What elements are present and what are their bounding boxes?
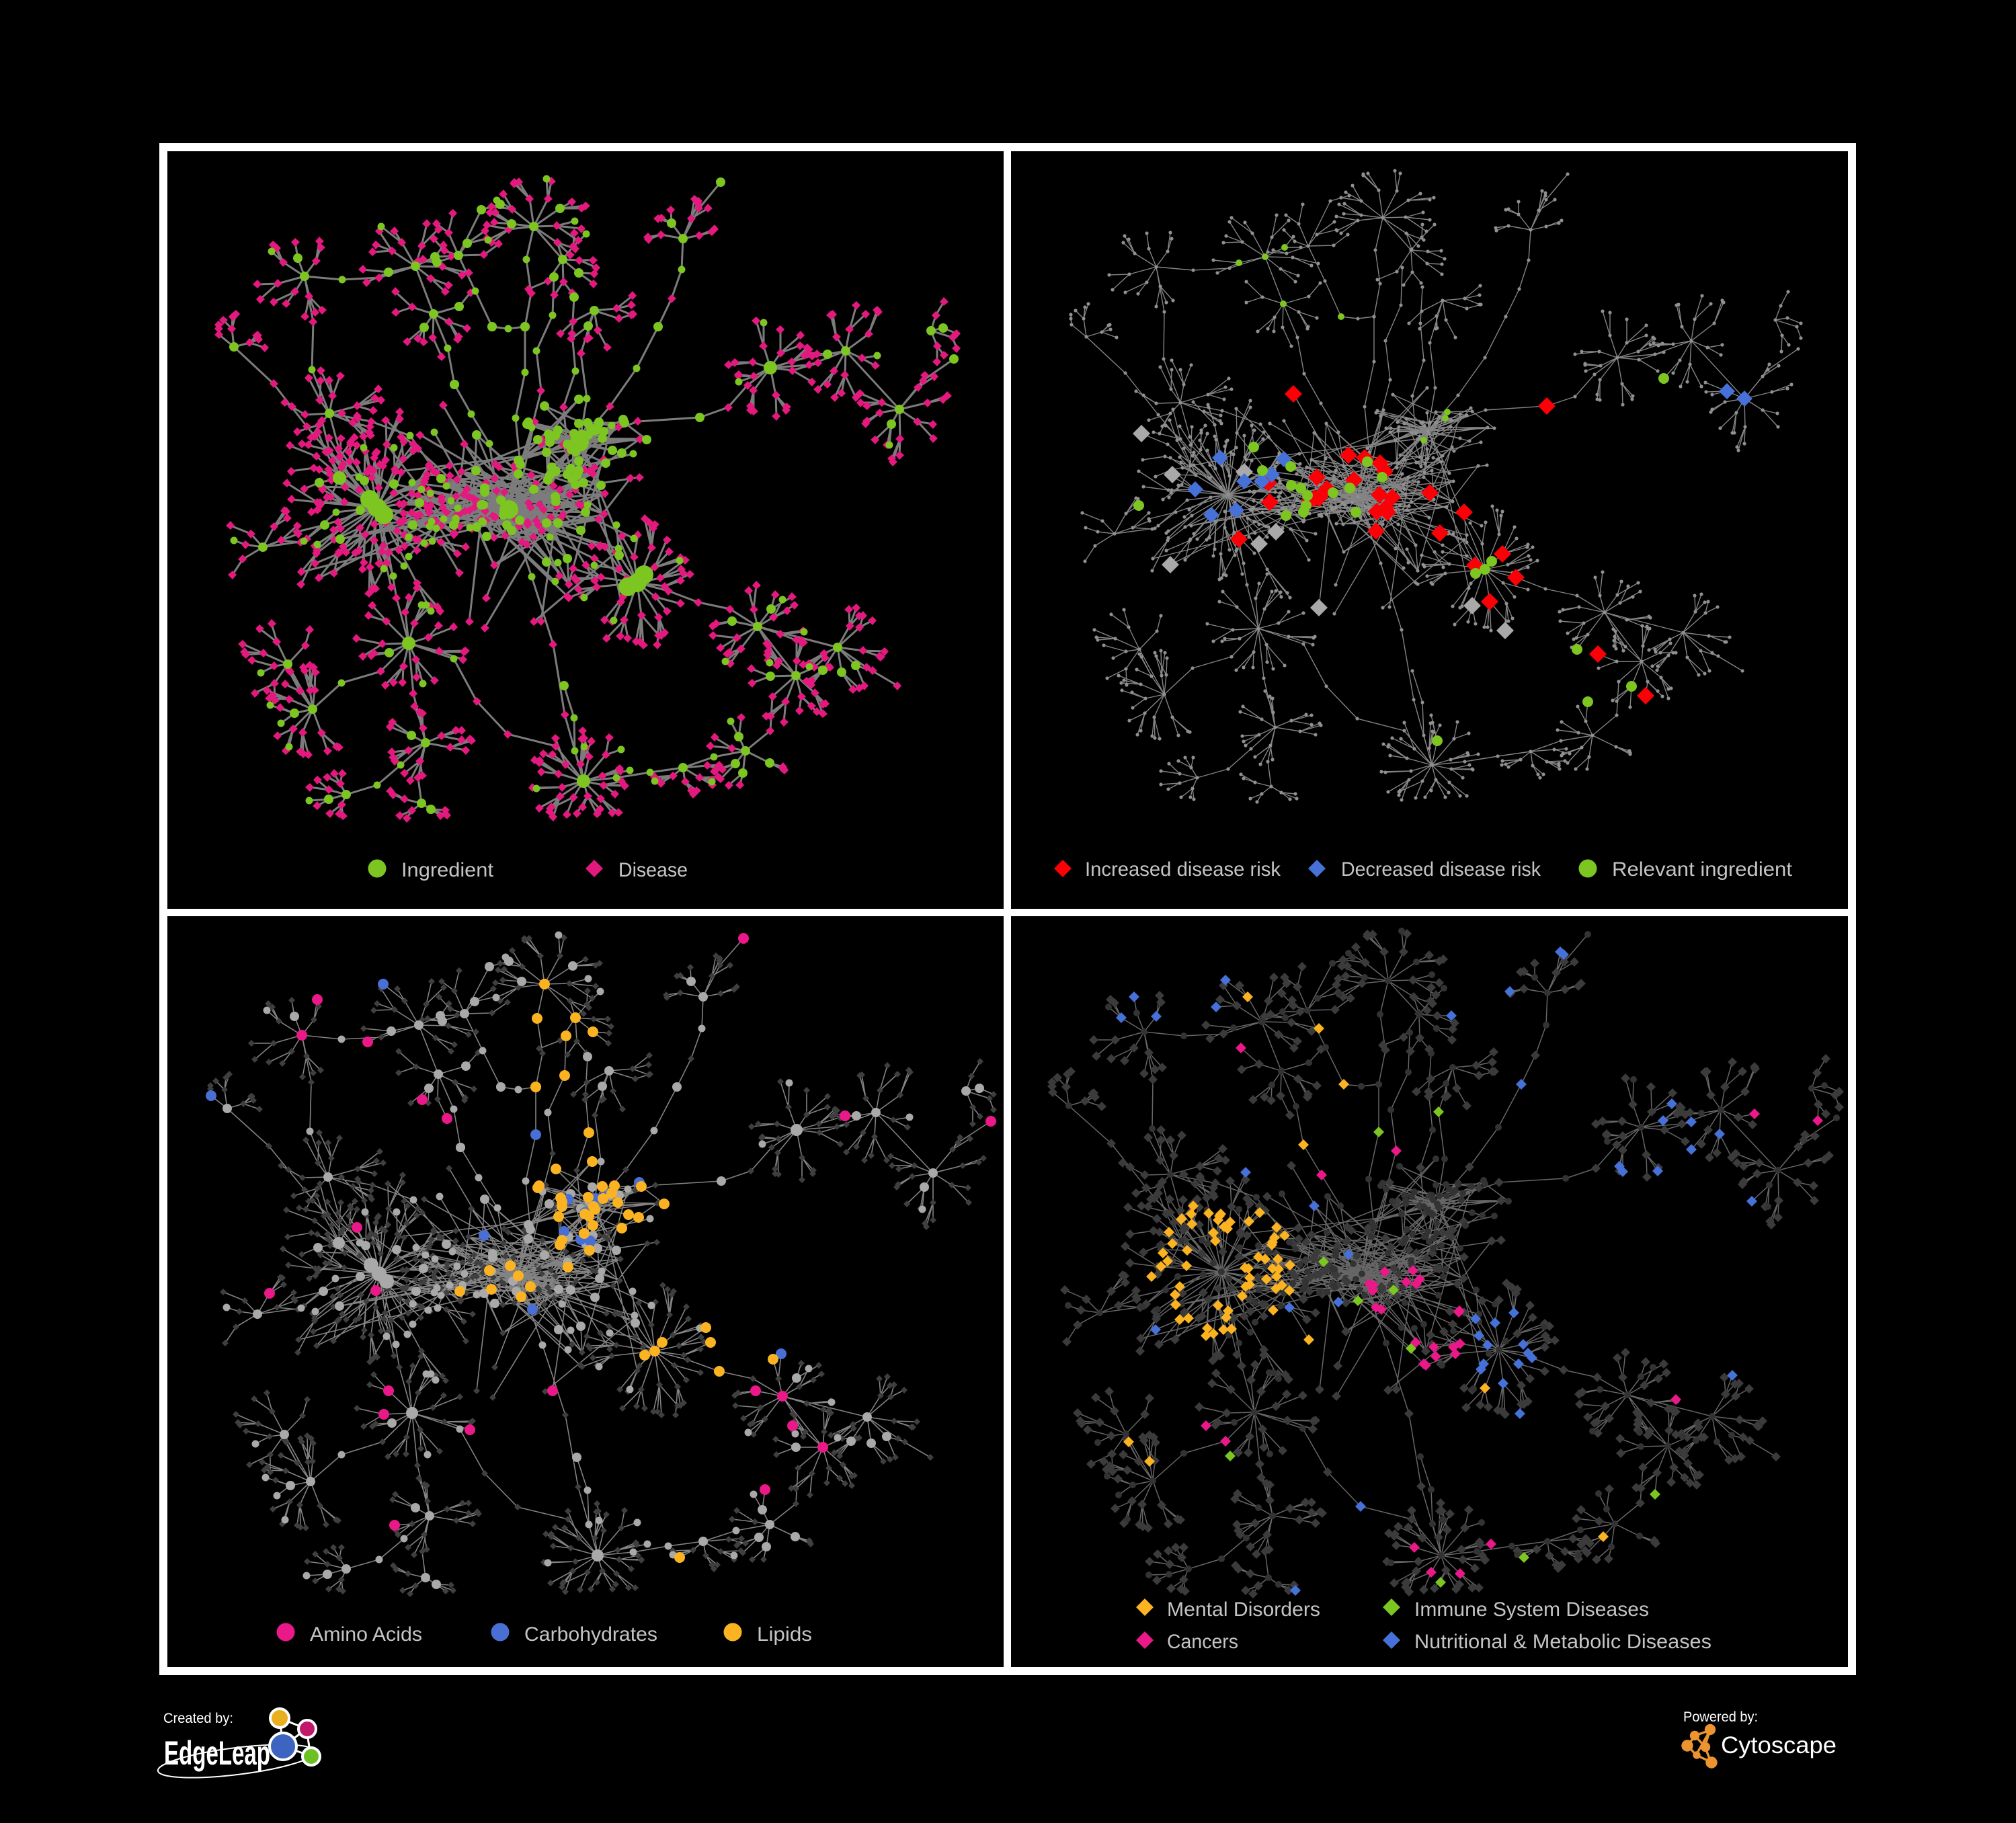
svg-text:Amino Acids: Amino Acids: [310, 1623, 422, 1646]
svg-text:Lipids: Lipids: [757, 1623, 812, 1646]
svg-text:EdgeLeap: EdgeLeap: [164, 1734, 270, 1772]
svg-text:Cancers: Cancers: [1167, 1631, 1238, 1653]
svg-text:Ingredient: Ingredient: [401, 859, 494, 881]
svg-text:Carbohydrates: Carbohydrates: [524, 1623, 657, 1646]
svg-text:Nutritional & Metabolic Diseas: Nutritional & Metabolic Diseases: [1414, 1631, 1711, 1653]
svg-text:Increased disease risk: Increased disease risk: [1085, 858, 1281, 881]
svg-text:Mental Disorders: Mental Disorders: [1167, 1598, 1320, 1621]
svg-text:Immune System Diseases: Immune System Diseases: [1414, 1598, 1649, 1621]
svg-text:Relevant ingredient: Relevant ingredient: [1612, 858, 1793, 881]
svg-text:Created by:: Created by:: [163, 1711, 233, 1726]
svg-text:Decreased disease risk: Decreased disease risk: [1341, 858, 1541, 881]
svg-text:Cytoscape: Cytoscape: [1721, 1732, 1837, 1758]
svg-text:Disease: Disease: [618, 859, 688, 881]
svg-text:Powered by:: Powered by:: [1683, 1709, 1758, 1725]
